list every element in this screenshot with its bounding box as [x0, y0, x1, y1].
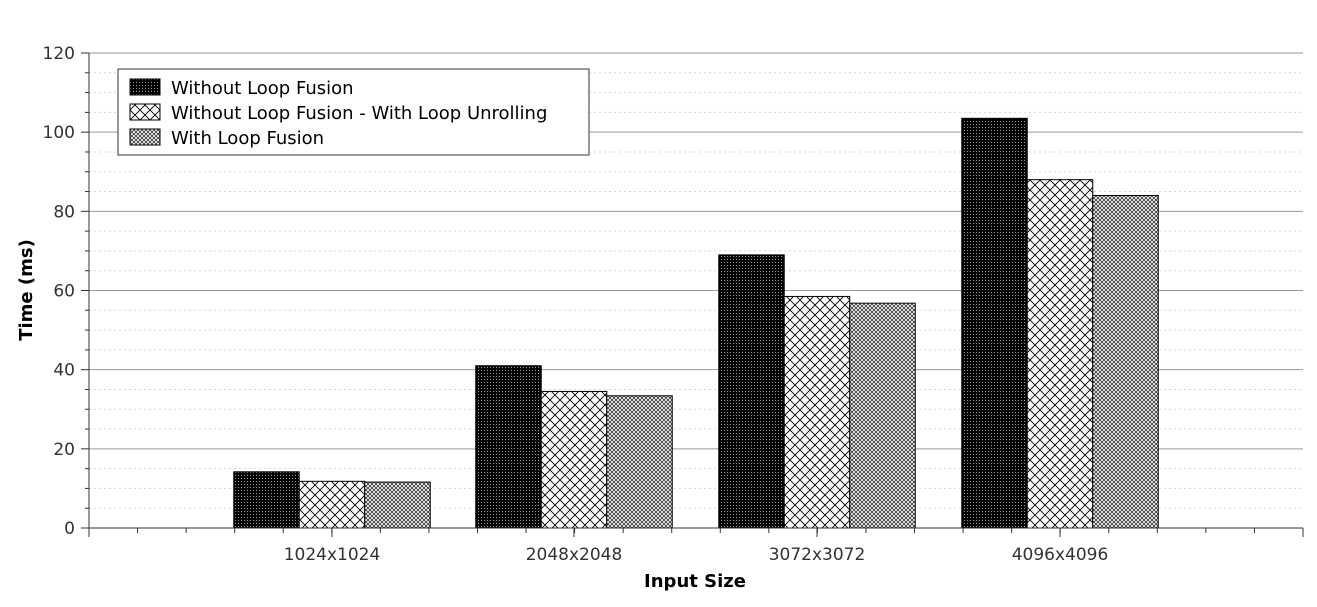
legend-label: Without Loop Fusion - With Loop Unrollin…: [171, 103, 547, 124]
legend-box: [117, 68, 590, 156]
legend: Without Loop Fusion Without Loop Fusion -…: [117, 68, 590, 156]
bar-3072x3072-series-3: [849, 302, 916, 529]
y-tick-label: 80: [53, 202, 75, 222]
legend-label: With Loop Fusion: [171, 128, 324, 149]
y-tick-label: 0: [64, 519, 75, 539]
y-tick-label: 120: [43, 44, 75, 64]
legend-swatch: [129, 103, 161, 121]
x-axis-title: Input Size: [644, 571, 746, 592]
bar-2048x2048-series-2: [540, 390, 608, 529]
bar-2048x2048-series-1: [475, 365, 542, 529]
x-tick-label: 3072x3072: [769, 545, 866, 565]
bar-2048x2048-series-3: [606, 395, 673, 529]
y-tick-label: 60: [53, 282, 75, 302]
x-tick-label: 4096x4096: [1012, 545, 1109, 565]
legend-swatch: [129, 128, 161, 146]
x-tick-label: 1024x1024: [284, 545, 381, 565]
y-tick-label: 20: [53, 440, 75, 460]
bars: [233, 117, 1159, 529]
axes: 0 20 40 60 80 100 120 1024x1024 2048x2048 3072x30…: [43, 44, 1304, 565]
y-tick-label: 40: [53, 361, 75, 381]
bar-1024x1024-series-3: [364, 481, 431, 529]
bar-4096x4096-series-2: [1026, 179, 1094, 529]
bar-4096x4096-series-3: [1092, 195, 1159, 529]
y-tick-label: 100: [43, 123, 75, 143]
bar-1024x1024-series-1: [233, 471, 300, 529]
bar-3072x3072-series-2: [783, 295, 851, 529]
legend-label: Without Loop Fusion: [171, 78, 354, 99]
x-tick-label: 2048x2048: [526, 545, 623, 565]
bar-1024x1024-series-2: [298, 480, 366, 529]
legend-swatch: [129, 78, 161, 96]
y-axis-title: Time (ms): [16, 239, 37, 341]
bar-3072x3072-series-1: [718, 254, 785, 529]
bar-4096x4096-series-1: [961, 117, 1028, 529]
